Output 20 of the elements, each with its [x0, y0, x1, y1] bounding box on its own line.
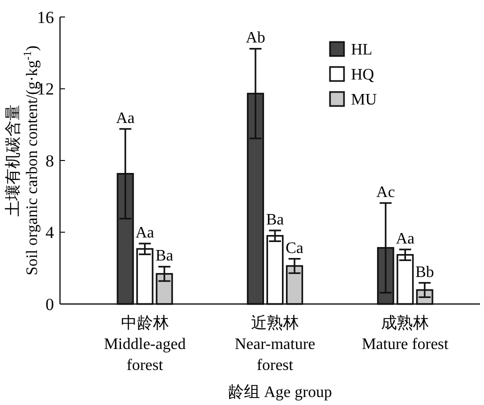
annotation: Aa	[116, 110, 135, 127]
x-axis-title: 龄组 Age group	[228, 384, 332, 401]
y-tick-label: 16	[37, 8, 54, 27]
x-tick-label: 成熟林 Mature forest	[362, 314, 450, 353]
annotation: Ba	[266, 211, 284, 228]
y-tick-label: 8	[46, 151, 54, 170]
legend-label: MU	[351, 92, 378, 109]
x-tick-label: 近熟林 Near-mature forest	[234, 314, 316, 374]
annotation: Bb	[415, 264, 434, 281]
y-tick-label: 0	[46, 294, 54, 314]
legend-label: HQ	[351, 66, 375, 84]
x-tick-label: 中龄林 Middle-aged forest	[104, 314, 186, 374]
annotation: Ba	[155, 248, 174, 265]
annotation: Ab	[246, 30, 266, 47]
annotation: Ac	[376, 184, 395, 202]
annotation: Ca	[286, 240, 304, 257]
y-tick-label: 4	[46, 223, 54, 242]
legend-label: HL	[351, 42, 372, 59]
annotation: Aa	[396, 230, 414, 248]
annotation: Aa	[136, 224, 154, 242]
